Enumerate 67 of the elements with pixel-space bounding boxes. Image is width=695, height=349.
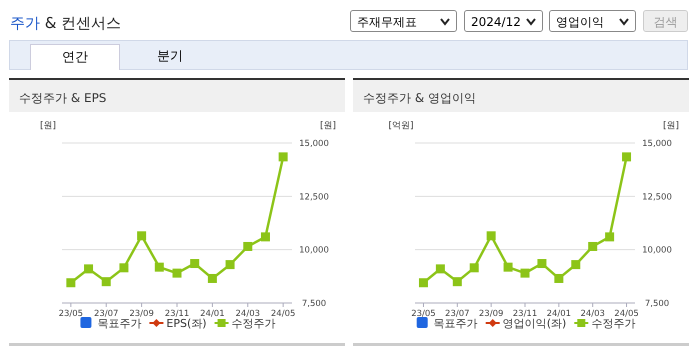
point <box>243 242 252 251</box>
point <box>260 232 270 242</box>
point <box>119 263 128 272</box>
y2-tick-label: 15,000 <box>299 139 329 149</box>
y2-tick-label: 7,500 <box>302 299 326 309</box>
x-tick-label: 24/01 <box>546 309 572 319</box>
point <box>537 259 546 268</box>
text: 주재무제표 <box>350 10 457 32</box>
point <box>154 262 164 272</box>
x-tick-label: 23/09 <box>478 309 504 319</box>
legend-label: 목표주가 <box>434 317 478 330</box>
point <box>190 259 200 268</box>
point <box>66 278 76 288</box>
x-tick-label: 24/03 <box>236 309 260 319</box>
text: 연간 <box>30 44 120 70</box>
text: 분기 <box>156 48 184 66</box>
x-tick-label: 23/07 <box>445 309 470 319</box>
point <box>452 277 462 286</box>
point <box>588 242 598 251</box>
chart-title: 수정주가 & EPS <box>9 80 345 112</box>
y-axis-title: [원] <box>40 121 56 131</box>
x-tick-label: 24/05 <box>614 309 639 319</box>
text: 주가 & 컨센서스 <box>10 14 122 32</box>
legend-label: 목표주가 <box>97 317 142 330</box>
x-tick-label: 23/11 <box>512 309 538 319</box>
legend-label: 수정주가 <box>232 317 276 330</box>
point <box>504 262 513 272</box>
x-tick-label: 24/01 <box>200 309 225 319</box>
y2-tick-label: 12,500 <box>299 192 329 202</box>
point <box>208 274 217 283</box>
point <box>470 263 479 272</box>
x-tick-label: 24/03 <box>580 309 605 319</box>
x-tick-label: 23/05 <box>411 309 436 319</box>
y2-tick-label: 15,000 <box>642 139 672 149</box>
point <box>436 264 445 274</box>
point <box>172 268 182 278</box>
legend-label: 영업이익(좌) <box>502 317 566 330</box>
text: 검색 <box>643 10 688 32</box>
x-tick-label: 23/07 <box>94 309 118 319</box>
x-tick-label: 24/05 <box>270 309 296 319</box>
y2-tick-label: 7,500 <box>644 299 670 309</box>
y2-tick-label: 10,000 <box>642 246 672 256</box>
point <box>486 231 496 240</box>
x-tick-label: 23/11 <box>164 309 190 319</box>
point <box>554 274 564 283</box>
y-axis-title: [억원] <box>388 121 414 131</box>
point <box>102 277 111 286</box>
text: 영업이익 <box>549 10 636 32</box>
point <box>278 152 288 162</box>
point <box>571 260 580 270</box>
x-tick-label: 23/09 <box>129 309 154 319</box>
point <box>520 268 530 278</box>
chart-title: 수정주가 & 영업이익 <box>353 80 689 112</box>
point <box>622 152 632 162</box>
point <box>137 231 146 240</box>
x-tick-label: 23/05 <box>58 309 84 319</box>
y2-tick-label: 10,000 <box>299 246 329 256</box>
y2-tick-label: 12,500 <box>642 192 672 202</box>
y2-axis-title: [원] <box>662 121 679 131</box>
legend-label: 수정주가 <box>591 317 636 330</box>
point <box>605 232 614 242</box>
y2-axis-title: [원] <box>320 121 336 131</box>
point <box>84 264 94 274</box>
point <box>418 278 428 288</box>
legend-label: EPS(좌) <box>166 317 207 330</box>
point <box>226 260 235 270</box>
text: 2024/12 <box>464 10 543 32</box>
